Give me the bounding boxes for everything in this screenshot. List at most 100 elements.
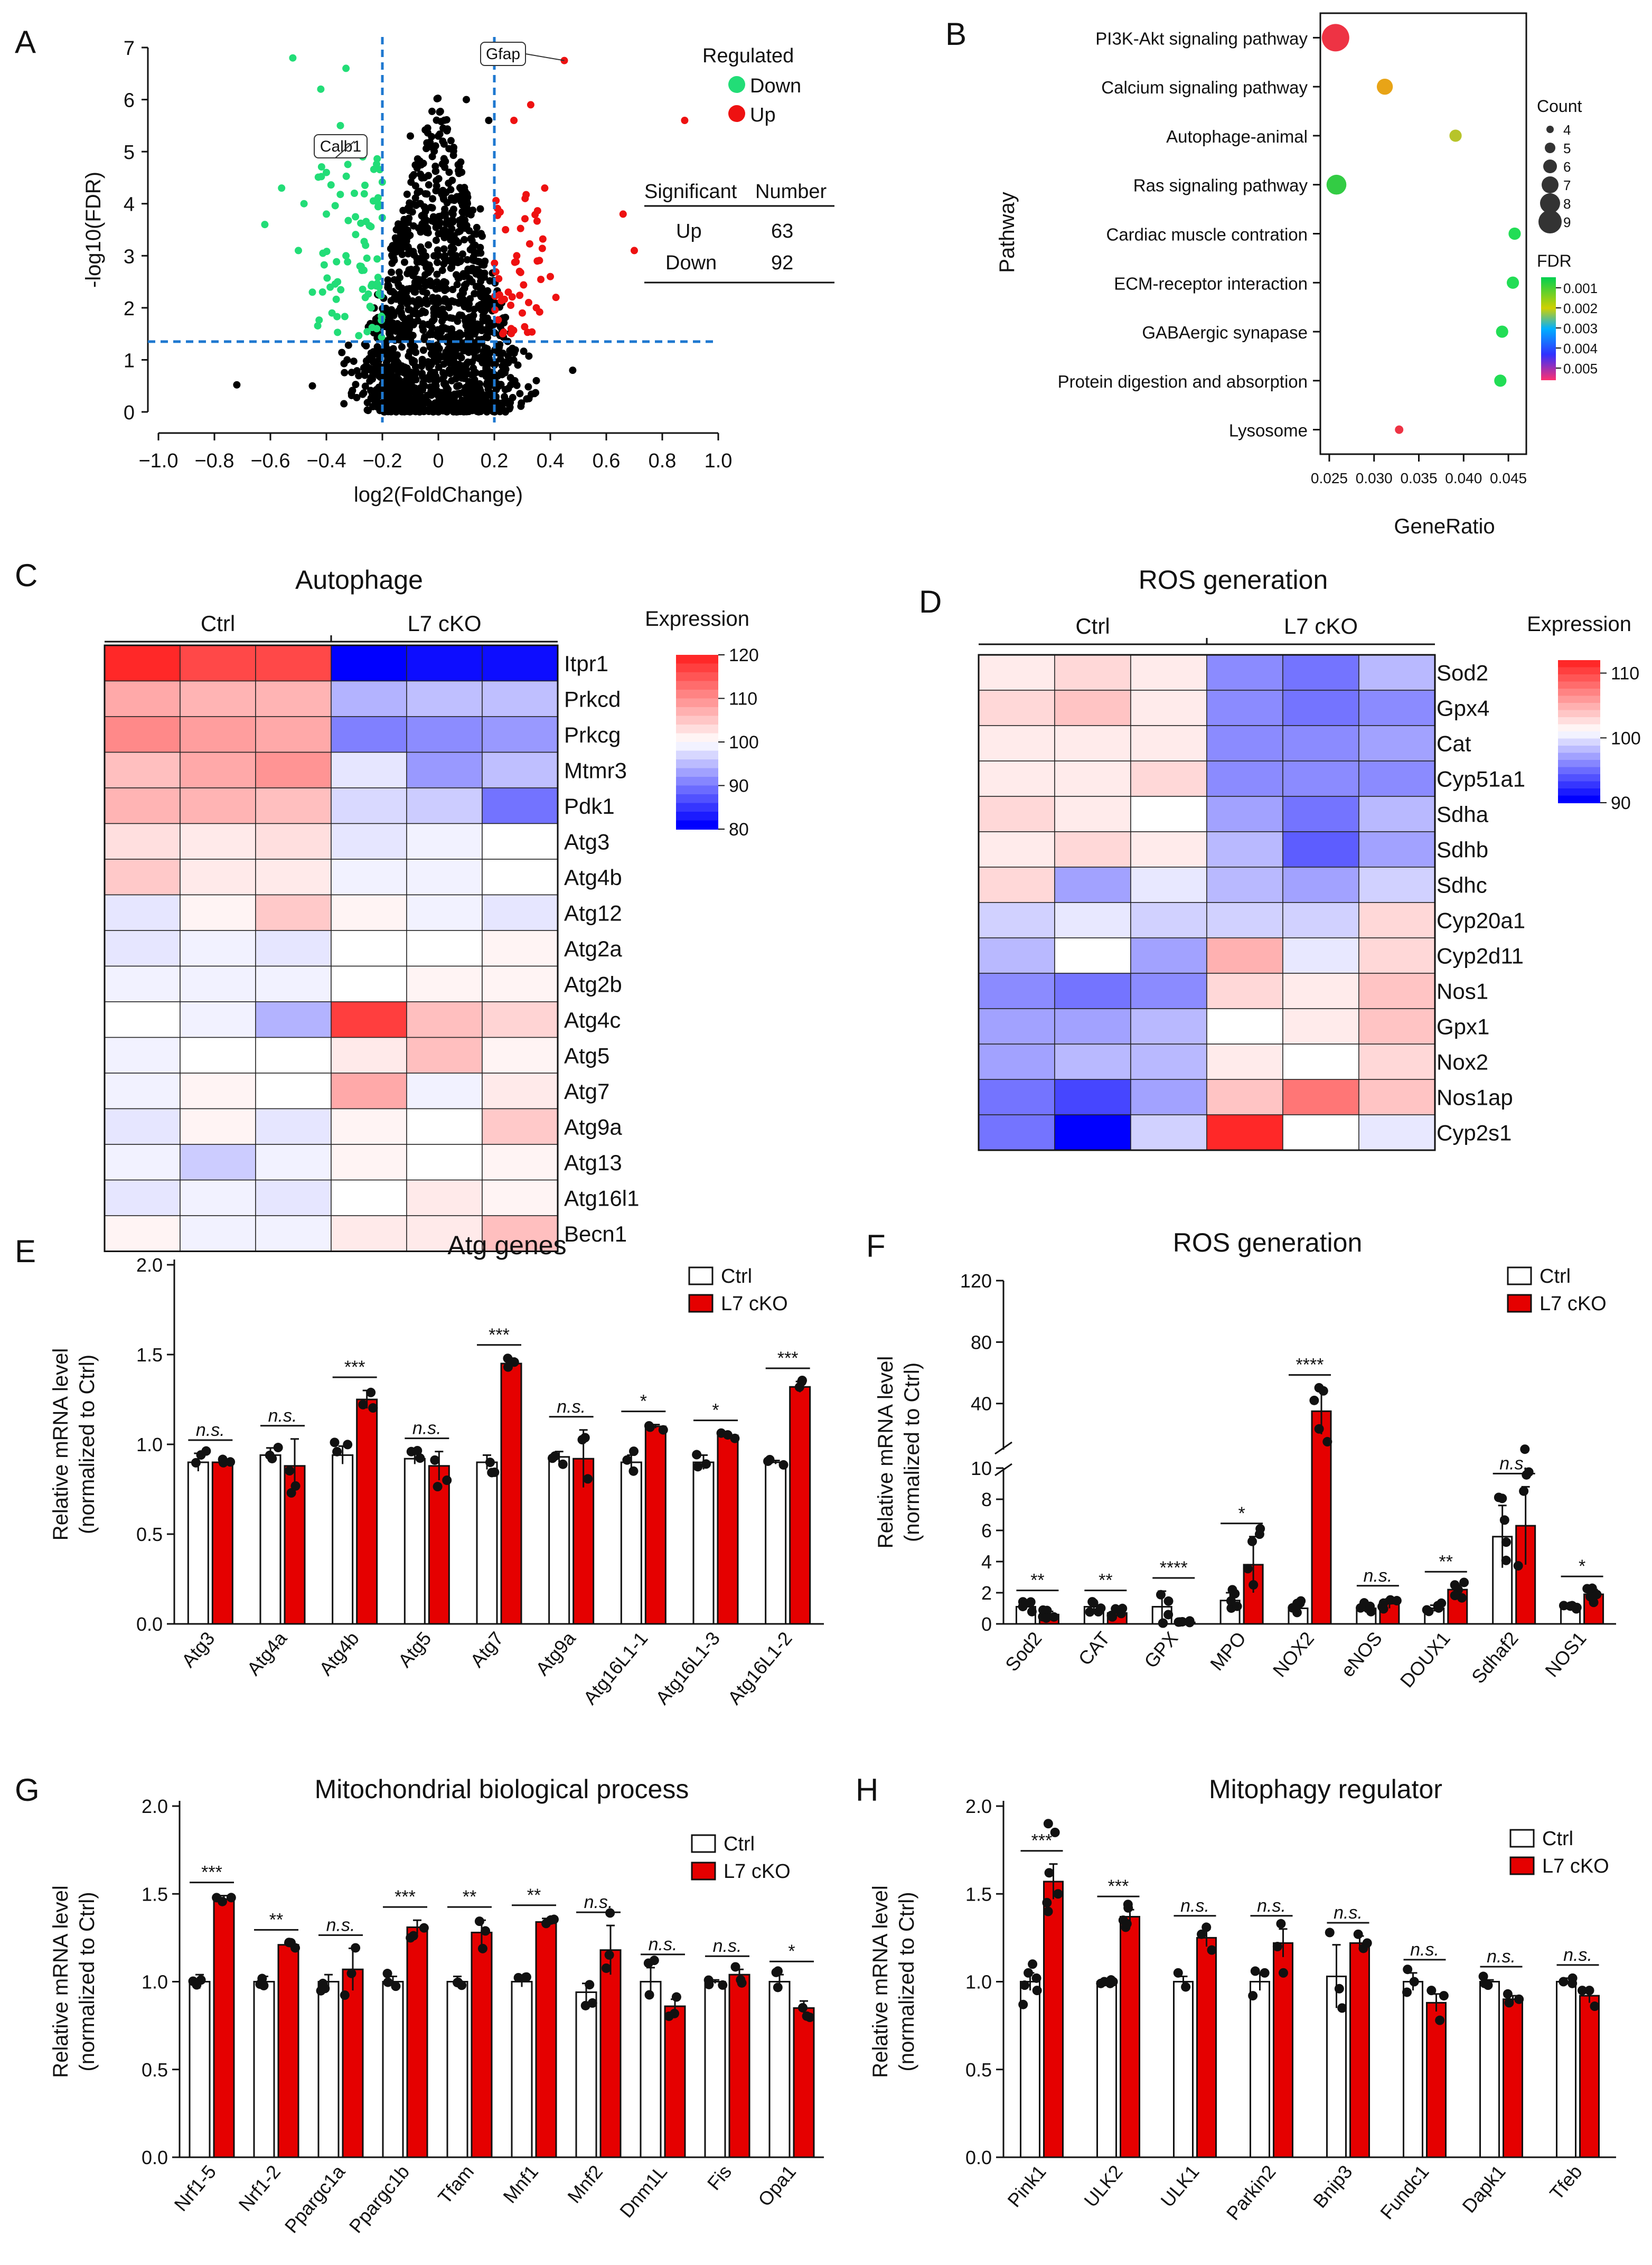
data-point [1322, 1437, 1332, 1447]
group-label-ko: L7 cKO [407, 611, 481, 636]
volcano-point-ns [504, 352, 512, 360]
data-point [340, 1990, 350, 2000]
chart-title: Atg genes [447, 1230, 566, 1260]
volcano-point-ns [363, 399, 371, 407]
heatmap-legend-label: 100 [1611, 728, 1641, 748]
heatmap-cell [482, 930, 558, 967]
volcano-point-down [344, 161, 352, 168]
data-point [513, 1972, 523, 1982]
volcano-point-down [357, 219, 365, 227]
heatmap-legend-swatch [1558, 731, 1600, 739]
heatmap-cell [104, 716, 181, 753]
count-legend-dot [1538, 210, 1562, 233]
heatmap-cell [1358, 654, 1435, 691]
significance-label: n.s. [1499, 1453, 1528, 1473]
heatmap-cell [406, 930, 483, 967]
volcano-point-down [300, 200, 308, 208]
data-point [1577, 1986, 1587, 1996]
heatmap-cell [978, 654, 1055, 691]
heatmap-cell [180, 716, 256, 753]
volcano-point-down [331, 202, 339, 210]
volcano-point-ns [233, 381, 241, 389]
volcano-point-down [261, 221, 269, 229]
x-tick-label: 0.8 [649, 450, 677, 472]
table-row-up-label: Up [676, 220, 702, 242]
data-point [763, 1456, 773, 1466]
volcano-point-ns [469, 243, 477, 251]
data-point [1053, 1889, 1063, 1899]
data-point [1156, 1590, 1166, 1600]
volcano-point-up [524, 298, 532, 306]
volcano-point-down [373, 255, 381, 263]
significance-label: n.s. [412, 1418, 442, 1439]
heatmap-cell [1206, 867, 1283, 903]
volcano-point-ns [379, 387, 386, 395]
y-axis-title: (normalized to Ctrl) [76, 1355, 99, 1534]
heatmap-cell [1358, 831, 1435, 868]
heatmap-legend-label: 120 [729, 645, 759, 665]
x-tick-label: Pink1 [1003, 2161, 1050, 2211]
volcano-point-ns [412, 375, 420, 383]
data-point [585, 1980, 595, 1990]
x-tick-label: −0.8 [194, 450, 234, 472]
volcano-point-ns [421, 126, 429, 134]
legend-dot-down [728, 76, 745, 93]
data-point [391, 1981, 401, 1991]
volcano-point-ns [428, 204, 436, 212]
volcano-point-ns [440, 372, 448, 380]
volcano-point-ns [398, 401, 406, 409]
heatmap-cell [104, 1179, 181, 1216]
volcano-point-down [333, 258, 341, 266]
volcano-point-ns [464, 265, 472, 273]
volcano-point-ns [422, 252, 430, 260]
heatmap-title: ROS generation [1139, 565, 1328, 595]
heatmap-cell [331, 751, 407, 788]
volcano-point-ns [476, 387, 484, 394]
data-point [290, 1481, 301, 1491]
volcano-point-up [528, 328, 536, 336]
heatmap-cell [255, 751, 332, 788]
heatmap-cell [1130, 1079, 1207, 1115]
volcano-point-ns [459, 270, 467, 278]
count-legend-label: 8 [1563, 196, 1571, 212]
volcano-point-down [359, 285, 367, 293]
heatmap-legend-swatch [676, 803, 718, 812]
heatmap-cell [180, 645, 256, 682]
data-point [255, 1979, 265, 1989]
volcano-point-ns [425, 181, 433, 189]
volcano-point-ns [427, 281, 435, 289]
heatmap-cell [1054, 831, 1131, 868]
x-tick-label: Atg16L1-1 [579, 1628, 652, 1709]
volcano-point-ns [472, 369, 480, 377]
heatmap-legend-swatch [1558, 753, 1600, 760]
volcano-point-ns [470, 305, 478, 313]
volcano-point-ns [516, 390, 524, 398]
volcano-point-ns [475, 407, 483, 415]
data-point [191, 1458, 201, 1468]
heatmap-cell [331, 1037, 407, 1074]
heatmap-row-label: Prkcd [564, 687, 621, 711]
heatmap-cell [255, 680, 332, 717]
heatmap-row-label: Gpx4 [1437, 696, 1489, 721]
y-tick-label: 4 [124, 194, 135, 216]
volcano-point-ns [412, 368, 420, 375]
volcano-point-ns [480, 359, 488, 366]
volcano-point-ns [428, 324, 436, 332]
data-point [1031, 1973, 1041, 1983]
pathway-dot [1449, 129, 1462, 142]
data-point [1497, 1493, 1507, 1503]
volcano-point-ns [396, 274, 403, 281]
count-legend-label: 4 [1563, 122, 1571, 138]
heatmap-cell [180, 680, 256, 717]
volcano-point-down [373, 325, 381, 333]
data-point [1334, 1984, 1344, 1994]
data-point [192, 1980, 202, 1990]
volcano-point-ns [473, 223, 481, 231]
volcano-point-ns [434, 246, 442, 254]
heatmap-legend-swatch [1558, 667, 1600, 675]
volcano-point-ns [496, 408, 504, 416]
data-point [196, 1450, 206, 1460]
volcano-point-ns [386, 353, 393, 361]
volcano-point-ns [476, 205, 484, 213]
volcano-point-ns [419, 320, 427, 328]
